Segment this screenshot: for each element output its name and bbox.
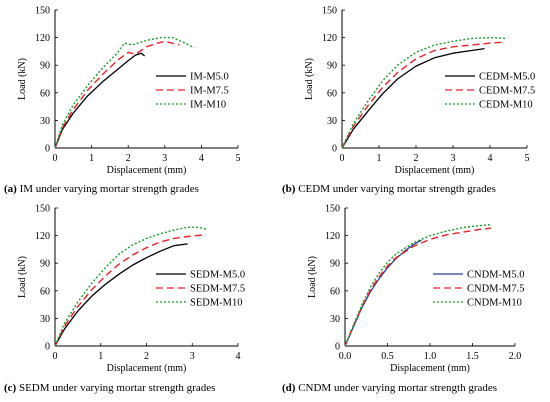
panel-caption: (d) CNDM under varying mortar strength g… [282,382,497,394]
panel-caption-text: CEDM under varying mortar strength grade… [295,183,495,195]
legend-entry: CEDM-M7.5 [479,86,535,97]
chart-panel-3: 0 30 60 90 120 150 0 1 2 3 4 Displacement (mm) Load … [4,204,245,395]
legend-entry: CEDM-M5.0 [479,72,535,83]
y-axis-label: Load (kN) [17,58,28,100]
x-tick-label: 0.5 [381,351,394,362]
y-tick-label: 120 [322,33,337,44]
x-tick-label: 1.5 [466,351,479,362]
y-tick-label: 150 [35,6,50,17]
legend-entry: SEDM-M10 [190,298,243,309]
panel-id: (d) [282,382,296,394]
x-tick-label: 4 [488,153,493,164]
series-line-CNDM-M7.5 [344,227,492,347]
series-line-CNDM-M10 [344,223,492,347]
legend-entry: IM-M10 [190,100,226,111]
x-tick-label: 3 [190,351,195,362]
x-axis-label: Displacement (mm) [395,165,475,176]
y-tick-label: 90 [327,61,337,72]
y-tick-label: 150 [325,204,340,215]
y-tick-label: 0 [335,342,340,353]
x-tick-label: 5 [525,153,530,164]
y-axis-label: Load (kN) [17,256,28,298]
y-tick-label: 60 [330,286,340,297]
y-tick-label: 120 [35,33,50,44]
panel-caption-text: SEDM under varying mortar strength grade… [16,382,215,394]
x-tick-label: 0 [53,351,58,362]
x-tick-label: 0 [340,153,345,164]
series-line-SEDM-M10 [54,226,207,347]
panel-caption-text: IM under varying mortar strength grades [17,183,199,195]
legend-entry: IM-M7.5 [190,86,229,97]
y-tick-label: 90 [330,259,340,270]
series-line-IM-M5.0 [54,52,146,149]
x-tick-label: 3 [162,153,167,164]
y-tick-label: 0 [45,342,50,353]
y-tick-label: 90 [40,259,50,270]
panel-caption: (c) SEDM under varying mortar strength g… [4,382,215,394]
y-tick-label: 150 [35,204,50,215]
panel-id: (a) [4,183,17,195]
legend-entry: CNDM-M7.5 [467,284,524,295]
x-axis-label: Displacement (mm) [107,165,187,176]
y-tick-label: 0 [45,144,50,155]
series-line-IM-M10 [54,36,195,149]
x-tick-label: 2 [144,351,149,362]
x-tick-label: 0 [53,153,58,164]
series-line-CEDM-M5.0 [341,47,485,149]
y-tick-label: 60 [327,88,337,99]
y-tick-label: 30 [330,314,340,325]
series-line-SEDM-M7.5 [54,234,207,347]
x-axis-label: Displacement (mm) [390,363,470,374]
panel-caption: (a) IM under varying mortar strength gra… [4,183,199,195]
series-line-CEDM-M10 [341,36,507,149]
y-axis-label: Load (kN) [307,256,318,298]
y-axis-label: Load (kN) [304,58,315,100]
x-tick-label: 1 [89,153,94,164]
x-tick-label: 0.0 [339,351,352,362]
series-line-IM-M7.5 [54,40,180,149]
y-tick-label: 120 [325,231,340,242]
chart-panel-1: 0 30 60 90 120 150 0 1 2 3 4 5 Displacement (mm) Load… [4,6,241,196]
series-line-SEDM-M5.0 [54,243,188,347]
y-tick-label: 0 [332,144,337,155]
panel-caption: (b) CEDM under varying mortar strength g… [282,183,496,195]
x-tick-label: 2 [126,153,131,164]
y-tick-label: 150 [322,6,337,17]
x-tick-label: 2.0 [509,351,522,362]
chart-panel-2: 0 30 60 90 120 150 0 1 2 3 4 5 Displacement (mm) Load… [282,6,535,196]
y-tick-label: 30 [40,314,50,325]
y-tick-label: 30 [40,116,50,127]
legend-entry: IM-M5.0 [190,72,229,83]
x-tick-label: 4 [199,153,204,164]
legend-entry: CNDM-M10 [467,298,522,309]
y-tick-label: 30 [327,116,337,127]
y-tick-label: 90 [40,61,50,72]
panel-caption-text: CNDM under varying mortar strength grade… [295,382,497,394]
panel-id: (b) [282,183,296,195]
x-axis-label: Displacement (mm) [107,363,187,374]
legend-entry: CEDM-M10 [479,100,533,111]
legend-entry: SEDM-M5.0 [190,270,245,281]
x-tick-label: 5 [236,153,241,164]
chart-panel-4: 0 30 60 90 120 150 0.0 0.5 1.0 1.5 2.0 Displacement… [282,204,524,395]
x-tick-label: 1 [98,351,103,362]
x-tick-label: 2 [414,153,419,164]
y-tick-label: 60 [40,286,50,297]
series-line-CNDM-M5.0 [344,239,422,347]
legend-entry: SEDM-M7.5 [190,284,245,295]
legend-entry: CNDM-M5.0 [467,270,524,281]
panel-id: (c) [4,382,17,394]
x-tick-label: 4 [236,351,241,362]
y-tick-label: 60 [40,88,50,99]
series-line-CEDM-M7.5 [341,41,503,149]
x-tick-label: 1 [377,153,382,164]
x-tick-label: 1.0 [424,351,437,362]
y-tick-label: 120 [35,231,50,242]
x-tick-label: 3 [451,153,456,164]
